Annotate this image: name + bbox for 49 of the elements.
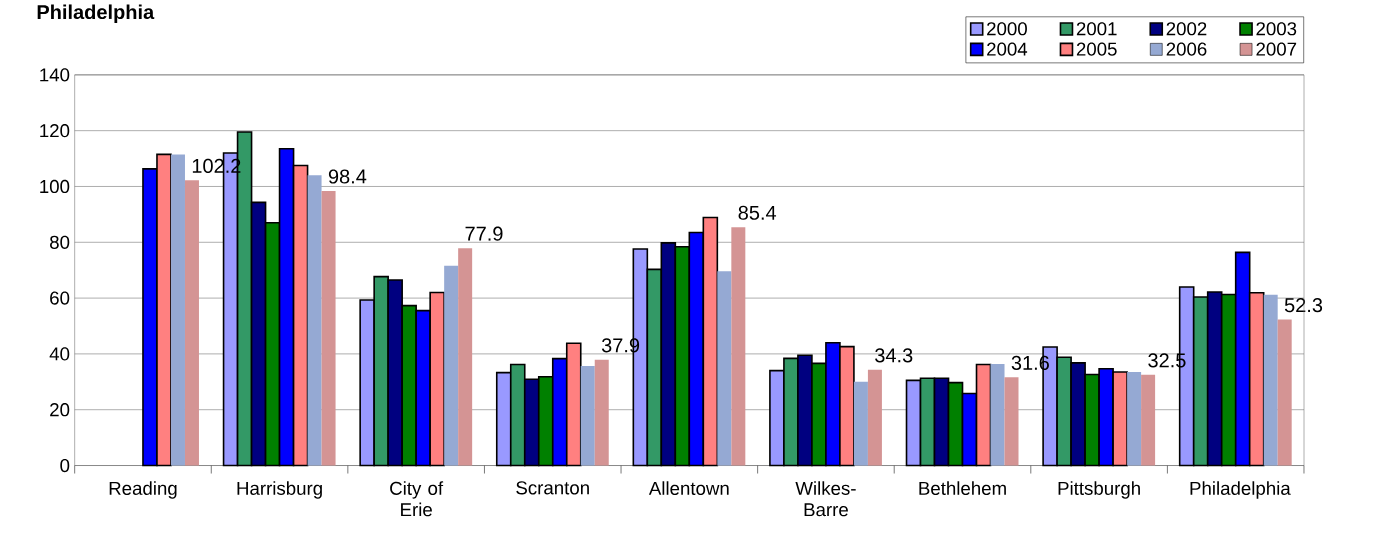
chart-title: Philadelphia: [37, 4, 155, 23]
x-tick-label: Bethlehem: [919, 481, 1006, 495]
y-tick-label: 40: [49, 347, 70, 361]
x-tick-label: Reading: [109, 481, 177, 499]
legend-label: 2007: [1256, 42, 1297, 56]
legend-label: 2002: [1166, 22, 1207, 36]
bar: [990, 363, 1005, 466]
bar: [1004, 377, 1019, 466]
y-tick-label: 80: [50, 235, 70, 249]
data-label: 85.4: [738, 205, 777, 220]
x-tick-label: Harrisburg: [237, 481, 322, 499]
y-tick-label: 20: [50, 403, 70, 417]
y-tick-label: 140: [40, 68, 70, 82]
bar: [458, 248, 473, 466]
x-tick-label: Allentown: [648, 481, 729, 495]
legend-label: 2000: [987, 22, 1027, 36]
legend-label: 2001: [1076, 22, 1117, 36]
bar: [594, 359, 609, 466]
x-tick-label: Wilkes-Barre: [795, 481, 856, 517]
x-tick-label: Philadelphia: [1190, 481, 1291, 499]
data-label: 77.9: [465, 226, 503, 241]
data-label: 34.3: [875, 348, 913, 363]
bar: [580, 365, 595, 466]
bar: [1263, 294, 1278, 466]
bar: [731, 227, 746, 466]
x-tick-label: City of Erie: [390, 481, 444, 517]
bar: [853, 381, 868, 466]
bar: [717, 271, 732, 466]
legend-label: 2005: [1076, 42, 1117, 56]
bar: [321, 190, 336, 466]
bar: [184, 180, 199, 466]
bar: [444, 265, 459, 466]
legend-label: 2004: [987, 42, 1028, 56]
bar: [1141, 374, 1156, 466]
legend-label: 2006: [1166, 42, 1207, 56]
y-tick-label: 60: [50, 291, 70, 305]
bar: [867, 369, 882, 466]
data-label: 52.3: [1284, 297, 1323, 313]
bar: [1277, 319, 1292, 466]
bar: [307, 175, 322, 466]
data-label: 98.4: [328, 169, 367, 184]
x-tick-label: Scranton: [516, 481, 589, 495]
bar: [1127, 371, 1142, 466]
y-tick-label: 120: [40, 123, 70, 138]
y-tick-label: 100: [40, 179, 70, 193]
y-tick-label: 0: [60, 458, 70, 473]
bar: [170, 154, 185, 466]
legend-label: 2003: [1256, 22, 1297, 36]
x-tick-label: Pittsburgh: [1058, 481, 1140, 499]
